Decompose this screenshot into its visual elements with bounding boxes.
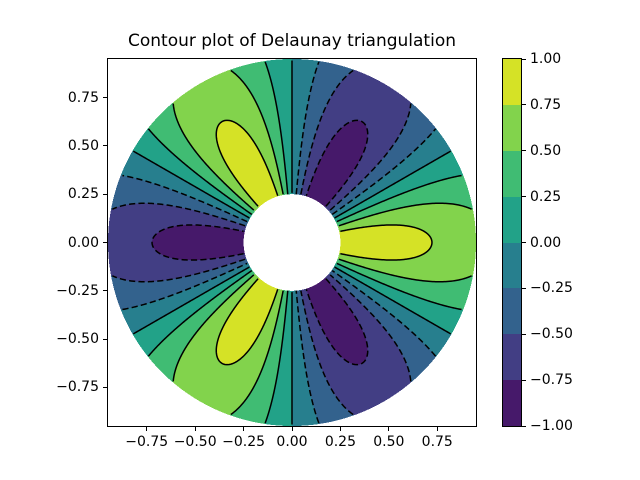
chart-title: Contour plot of Delaunay triangulation bbox=[127, 31, 456, 51]
colorbar-tick-label: −1.00 bbox=[530, 418, 573, 434]
colorbar-tick-label: −0.25 bbox=[530, 280, 573, 297]
colorbar-band bbox=[503, 380, 521, 426]
colorbar-tick-label: 1.00 bbox=[530, 51, 562, 67]
x-tick bbox=[436, 427, 438, 431]
contour-canvas bbox=[108, 59, 476, 426]
colorbar-band bbox=[503, 196, 521, 243]
y-tick bbox=[103, 193, 107, 195]
y-tick bbox=[103, 97, 107, 99]
x-tick bbox=[146, 427, 148, 431]
colorbar-tick bbox=[522, 58, 526, 60]
colorbar-band bbox=[503, 150, 521, 197]
colorbar-band bbox=[503, 59, 521, 105]
colorbar-tick bbox=[522, 242, 526, 243]
colorbar-tick bbox=[522, 150, 526, 152]
y-tick bbox=[103, 242, 107, 243]
y-tick bbox=[103, 338, 107, 340]
y-tick-label: −0.50 bbox=[56, 331, 99, 348]
y-tick-label: −0.75 bbox=[56, 379, 99, 396]
colorbar-tick-label: 0.00 bbox=[530, 234, 562, 251]
colorbar-tick bbox=[522, 287, 526, 289]
colorbar-tick bbox=[522, 333, 526, 335]
colorbar-tick bbox=[522, 379, 526, 381]
x-tick bbox=[388, 427, 390, 431]
y-tick bbox=[103, 386, 107, 388]
y-tick-label: 0.25 bbox=[67, 186, 99, 203]
x-tick-label: 0.00 bbox=[276, 434, 308, 450]
colorbar-tick-label: −0.75 bbox=[530, 372, 573, 389]
x-tick bbox=[243, 427, 245, 431]
y-tick bbox=[103, 290, 107, 292]
colorbar bbox=[502, 58, 522, 427]
plot-area bbox=[107, 58, 477, 427]
colorbar-band bbox=[503, 334, 521, 381]
colorbar-tick-label: 0.50 bbox=[530, 142, 562, 159]
x-tick bbox=[339, 427, 341, 431]
y-tick bbox=[103, 145, 107, 147]
colorbar-tick-label: −0.50 bbox=[530, 326, 573, 343]
y-tick-label: 0.75 bbox=[67, 89, 99, 106]
colorbar-band bbox=[503, 104, 521, 151]
colorbar-band bbox=[503, 288, 521, 335]
colorbar-tick bbox=[522, 196, 526, 198]
x-tick-label: 0.50 bbox=[373, 434, 405, 450]
x-tick bbox=[291, 427, 293, 431]
x-tick-label: 0.75 bbox=[421, 434, 453, 450]
y-tick-label: 0.00 bbox=[67, 234, 99, 251]
x-tick bbox=[194, 427, 196, 431]
y-tick-label: 0.50 bbox=[67, 137, 99, 154]
colorbar-tick-label: 0.75 bbox=[530, 96, 562, 113]
x-tick-label: −0.25 bbox=[222, 434, 266, 450]
x-tick-label: 0.25 bbox=[324, 434, 356, 450]
colorbar-tick bbox=[522, 104, 526, 106]
x-tick-label: −0.75 bbox=[125, 434, 169, 450]
y-tick-label: −0.25 bbox=[56, 282, 99, 299]
colorbar-tick bbox=[522, 425, 526, 427]
x-tick-label: −0.50 bbox=[173, 434, 217, 450]
colorbar-tick-label: 0.25 bbox=[530, 188, 562, 205]
colorbar-band bbox=[503, 242, 521, 289]
